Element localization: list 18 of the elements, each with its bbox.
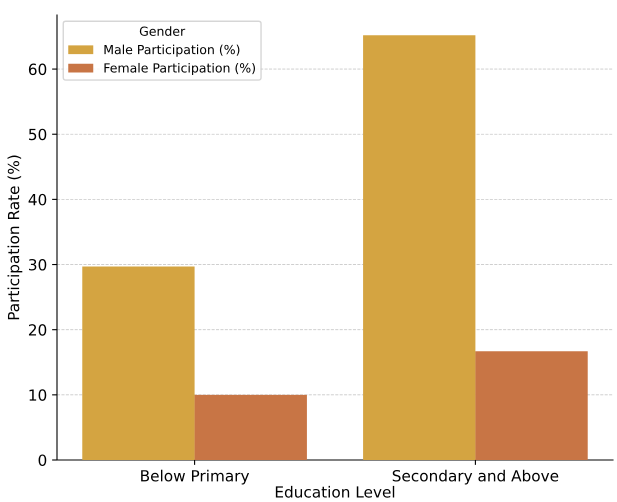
legend-label: Female Participation (%) xyxy=(104,62,255,76)
legend-label: Male Participation (%) xyxy=(104,44,240,57)
bar xyxy=(82,266,195,460)
y-tick-label: 0 xyxy=(38,454,46,466)
bar xyxy=(475,351,588,460)
bar xyxy=(194,394,307,460)
y-tick-label: 20 xyxy=(28,324,46,336)
y-axis-title: Participation Rate (%) xyxy=(7,156,22,320)
x-tick-label: Below Primary xyxy=(141,470,250,485)
y-tick-label: 60 xyxy=(28,64,46,76)
y-tick-label: 40 xyxy=(28,194,46,206)
y-tick-label: 50 xyxy=(29,128,46,140)
y-tick-label: 10 xyxy=(30,389,46,401)
y-tick-label: 30 xyxy=(29,259,46,271)
legend-title: Gender xyxy=(140,26,186,36)
x-axis-title: Education Level xyxy=(276,486,394,498)
bar xyxy=(363,35,476,460)
x-tick-label: Secondary and Above xyxy=(392,470,558,485)
